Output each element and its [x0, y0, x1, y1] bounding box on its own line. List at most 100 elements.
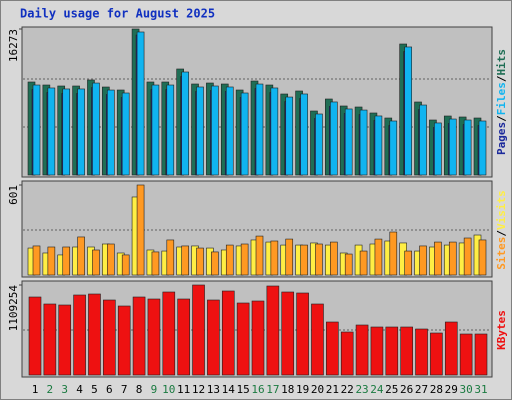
x-tick-label: 28 [430, 383, 443, 396]
bar [136, 184, 145, 276]
panel-visits [21, 180, 493, 278]
bar [311, 303, 324, 376]
bar [281, 291, 295, 376]
legend-entry: Sites [495, 237, 508, 270]
x-tick-label: 14 [222, 383, 236, 396]
bar [240, 243, 249, 276]
bar [147, 298, 161, 376]
bar [478, 120, 487, 176]
bar [136, 31, 145, 176]
x-tick-label: 4 [76, 383, 83, 396]
x-tick-label: 10 [162, 383, 175, 396]
y-tick-label: 1109254 [7, 285, 20, 332]
bar [103, 299, 116, 376]
bar [434, 241, 442, 276]
bar [330, 241, 338, 276]
bar [162, 291, 176, 376]
bar [132, 296, 146, 376]
bar [285, 96, 294, 176]
chart-title: Daily usage for August 2025 [20, 7, 215, 21]
bar [240, 92, 249, 176]
x-tick-label: 13 [207, 383, 220, 396]
y-tick-label: 16273 [7, 29, 20, 62]
bar [221, 290, 235, 376]
bar [121, 92, 130, 176]
bar [315, 243, 323, 276]
bar [463, 237, 472, 276]
legend-entry: Hits [495, 49, 508, 76]
bar [77, 88, 85, 176]
bar [315, 113, 323, 176]
legend: Sites/Visits [495, 190, 508, 270]
bar [434, 122, 442, 176]
bar [374, 238, 383, 276]
x-tick-label: 12 [192, 383, 205, 396]
legend: Pages/Files/Hits [495, 49, 508, 155]
bar [28, 296, 42, 376]
x-tick-label: 9 [151, 383, 158, 396]
bar [400, 326, 413, 376]
bar [344, 108, 353, 176]
bar [300, 244, 308, 276]
legend-entry: Pages [495, 122, 508, 155]
x-tick-label: 20 [311, 383, 324, 396]
bar [166, 84, 175, 176]
bar [370, 326, 384, 376]
bar [448, 118, 457, 176]
bar [47, 87, 56, 176]
x-tick-label: 19 [296, 383, 309, 396]
legend-entry: KBytes [495, 310, 508, 350]
bar [192, 284, 205, 376]
x-tick-label: 23 [355, 383, 368, 396]
x-tick-label: 30 [460, 383, 473, 396]
x-tick-label: 16 [251, 383, 264, 396]
bar [62, 88, 71, 176]
legend-entry: Visits [495, 190, 508, 230]
bar [285, 238, 294, 276]
legend-separator: / [495, 75, 508, 82]
bar [88, 293, 101, 376]
bar [296, 292, 309, 376]
y-tick-label: 601 [7, 185, 20, 205]
x-tick-label: 21 [326, 383, 339, 396]
bar [300, 93, 308, 176]
bar [32, 245, 41, 276]
x-tick-label: 18 [281, 383, 294, 396]
x-tick-label: 26 [400, 383, 413, 396]
bar [474, 333, 488, 376]
bar [211, 251, 219, 276]
bar [77, 236, 85, 276]
x-tick-label: 2 [47, 383, 54, 396]
bar [478, 239, 487, 276]
x-tick-label: 7 [121, 383, 128, 396]
bar [225, 86, 234, 176]
bar [151, 251, 160, 276]
bar [32, 84, 41, 176]
bar [385, 326, 399, 376]
bar [207, 299, 220, 376]
x-tick-label: 24 [370, 383, 384, 396]
bar [107, 89, 115, 176]
bar [415, 328, 428, 376]
bar [374, 115, 383, 176]
bar [225, 244, 234, 276]
bar [181, 245, 189, 276]
bar [255, 235, 264, 276]
bar [58, 304, 72, 376]
bar [359, 250, 368, 276]
x-tick-label: 17 [266, 383, 279, 396]
bar [444, 321, 458, 376]
x-tick-label: 1 [32, 383, 39, 396]
bar [389, 231, 398, 276]
x-tick-label: 27 [415, 383, 428, 396]
bar [255, 83, 264, 176]
bar [181, 71, 189, 176]
x-tick-label: 3 [61, 383, 68, 396]
bar [419, 104, 427, 176]
bar [117, 305, 131, 376]
bar [166, 239, 175, 276]
legend-separator: / [495, 115, 508, 122]
bar [236, 302, 250, 376]
bar [344, 253, 353, 276]
